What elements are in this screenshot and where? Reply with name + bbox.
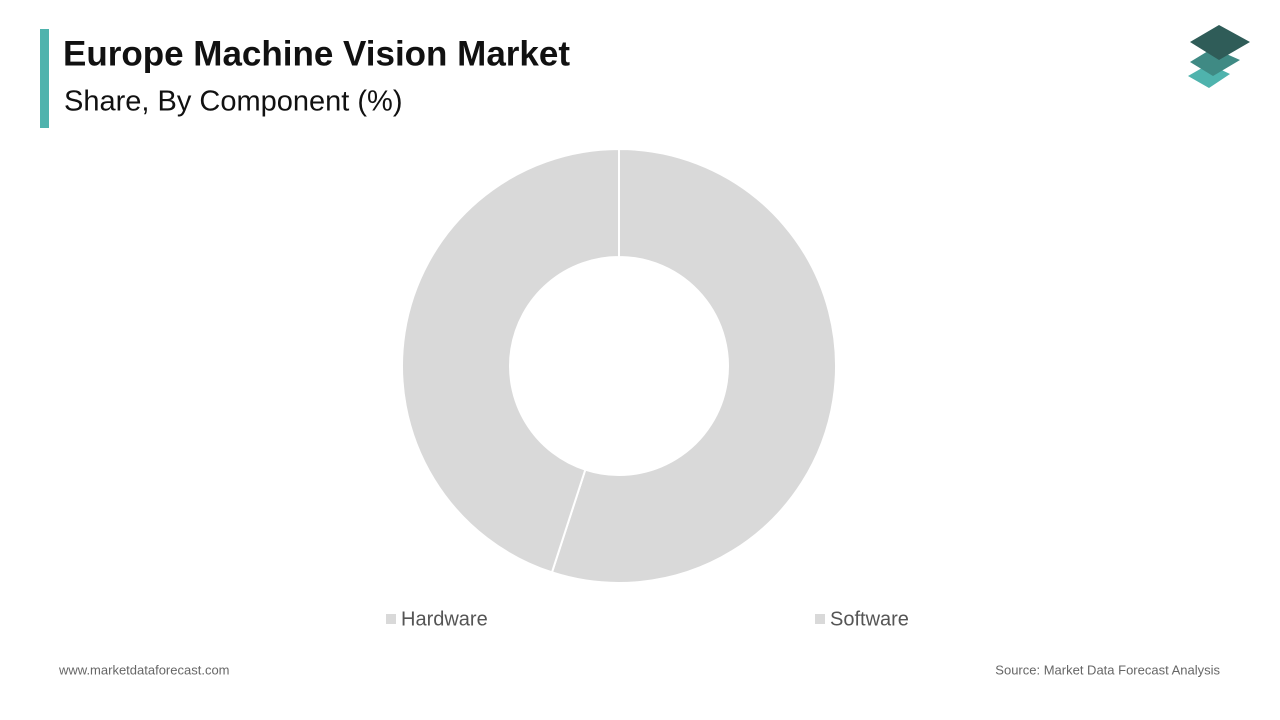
title-accent	[40, 29, 49, 128]
logo	[1188, 25, 1250, 88]
legend-swatch	[386, 614, 396, 624]
footer-source: Source: Market Data Forecast Analysis	[995, 662, 1220, 677]
pie-slice	[401, 147, 620, 574]
legend-label: Software	[830, 608, 909, 630]
legend-swatch	[815, 614, 825, 624]
chart-subtitle: Share, By Component (%)	[64, 86, 402, 118]
pie-slice	[550, 147, 837, 584]
footer-website: www.marketdataforecast.com	[58, 662, 230, 677]
legend-label: Hardware	[401, 608, 488, 630]
chart-title: Europe Machine Vision Market	[63, 34, 570, 73]
